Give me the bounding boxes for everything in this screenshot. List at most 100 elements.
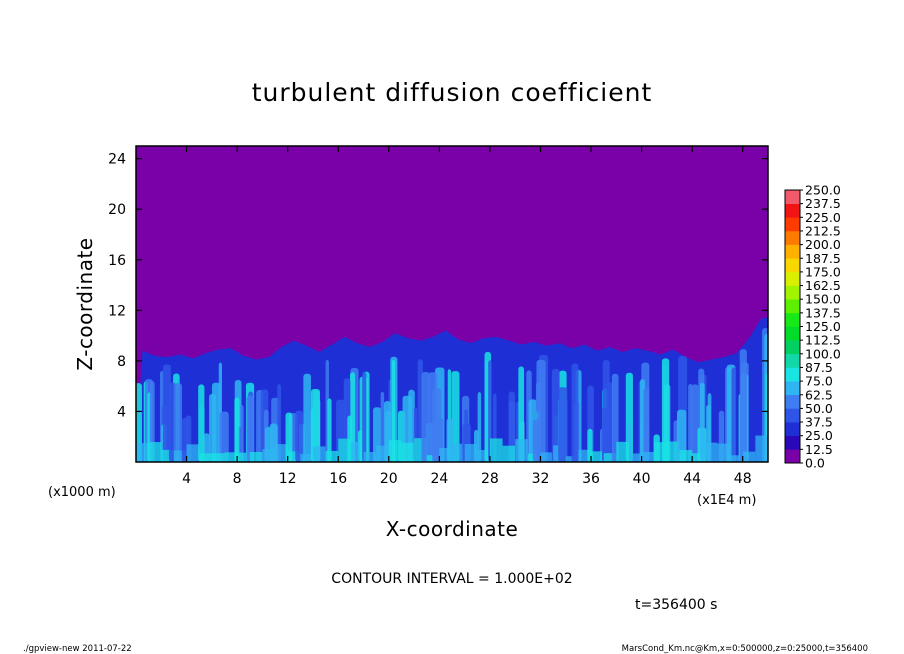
turbulent-plume — [739, 349, 747, 462]
colorbar-segment — [785, 435, 800, 450]
colorbar-segment — [785, 190, 800, 204]
turbulent-plume — [691, 384, 699, 462]
near-surface-strip — [211, 453, 225, 462]
near-surface-strip — [666, 441, 680, 462]
near-surface-strip — [641, 451, 655, 462]
turbulent-plume — [446, 418, 454, 462]
near-surface-strip — [300, 453, 313, 462]
near-surface-strip — [755, 435, 768, 462]
colorbar-label: 212.5 — [805, 223, 841, 238]
x-tick-label: 12 — [279, 471, 297, 487]
near-surface-strip — [287, 451, 301, 462]
turbulent-plume — [488, 360, 492, 462]
near-surface-strip — [628, 453, 642, 462]
turbulent-plume — [551, 368, 560, 462]
near-surface-strip — [224, 452, 238, 462]
colorbar-label: 175.0 — [805, 264, 841, 279]
near-surface-strip — [704, 442, 718, 462]
colorbar-label: 250.0 — [805, 183, 841, 198]
turbulent-plume — [661, 358, 670, 462]
x-tick-label: 20 — [380, 471, 398, 487]
y-axis-label: Z-coordinate — [73, 237, 97, 370]
near-surface-strip — [692, 453, 705, 462]
near-surface-strip — [616, 441, 629, 462]
near-surface-strip — [186, 444, 200, 462]
near-surface-strip — [148, 442, 162, 462]
turbulent-plume — [136, 383, 142, 462]
turbulent-plume — [198, 384, 205, 462]
turbulent-plume — [391, 359, 396, 462]
near-surface-strip — [325, 450, 339, 462]
turbulent-plume — [699, 382, 705, 462]
near-surface-strip — [477, 450, 490, 462]
near-surface-strip — [742, 451, 756, 462]
plot-frame — [135, 145, 769, 463]
turbulent-plume — [295, 410, 304, 462]
near-surface-strip — [540, 452, 554, 462]
turbulent-plume — [277, 384, 282, 462]
colorbar-segment — [785, 271, 800, 286]
turbulent-plume — [240, 405, 244, 462]
turbulent-plume — [611, 373, 619, 462]
turbulent-plume — [451, 371, 460, 462]
colorbar-label: 162.5 — [805, 278, 841, 293]
turbulent-plume — [380, 391, 385, 462]
turbulent-plume — [676, 409, 687, 462]
colorbar-label: 37.5 — [805, 415, 833, 430]
near-surface-strip — [401, 442, 415, 462]
x-tick-label: 16 — [329, 471, 347, 487]
x-unit-left: (x1000 m) — [48, 485, 116, 500]
y-tick-label: 4 — [117, 404, 126, 420]
turbulent-plume — [219, 411, 229, 462]
x-tick-label: 40 — [633, 471, 651, 487]
colorbar-label: 25.0 — [805, 428, 833, 443]
turbulent-plume — [508, 391, 516, 462]
colorbar-segment — [785, 285, 800, 300]
turbulent-plume — [421, 372, 430, 462]
turbulent-plume — [731, 367, 737, 462]
turbulent-plume — [518, 366, 525, 462]
turbulent-plume — [285, 412, 293, 462]
near-surface-strip — [591, 451, 604, 462]
colorbar-segment — [785, 203, 800, 218]
colorbar-segment — [785, 381, 800, 396]
turbulent-plume — [432, 388, 442, 462]
contour-interval: CONTOUR INTERVAL = 1.000E+02 — [331, 571, 572, 587]
turbulent-plume — [327, 398, 332, 462]
near-surface-strip — [136, 443, 149, 462]
y-tick-label: 20 — [108, 202, 126, 218]
chart-title: turbulent diffusion coefficient — [252, 78, 653, 107]
colorbar-segment — [785, 367, 800, 382]
near-surface-strip — [173, 450, 187, 462]
turbulent-plume — [643, 387, 650, 462]
colorbar-label: 50.0 — [805, 401, 833, 416]
near-surface-strip — [199, 453, 212, 462]
colorbar: 0.012.525.037.550.062.575.087.5100.0112.… — [784, 183, 841, 471]
turbulent-plume — [310, 389, 321, 462]
colorbar-label: 200.0 — [805, 237, 841, 252]
x-tick-label: 32 — [532, 471, 550, 487]
colorbar-label: 187.5 — [805, 251, 841, 266]
time-label: t=356400 s — [635, 597, 717, 613]
x-tick-label: 48 — [734, 471, 752, 487]
colorbar-segment — [785, 353, 800, 368]
colorbar-segment — [785, 326, 800, 341]
near-surface-strip — [249, 451, 263, 462]
turbulent-plume — [162, 364, 171, 462]
turbulent-plume — [571, 363, 579, 462]
colorbar-label: 75.0 — [805, 374, 833, 389]
y-tick-label: 12 — [108, 303, 126, 319]
turbulent-plume — [601, 407, 611, 462]
colorbar-label: 225.0 — [805, 210, 841, 225]
colorbar-label: 100.0 — [805, 346, 841, 361]
turbulent-plume — [303, 373, 311, 462]
turbulent-plume — [234, 397, 240, 462]
x-unit-right: (x1E4 m) — [697, 493, 756, 508]
colorbar-segment — [785, 340, 800, 355]
y-tick-label: 24 — [108, 152, 126, 168]
turbulent-plume — [558, 387, 568, 462]
colorbar-segment — [785, 408, 800, 423]
near-surface-strip — [489, 438, 503, 462]
colorbar-label: 112.5 — [805, 333, 841, 348]
near-surface-strip — [515, 439, 528, 462]
